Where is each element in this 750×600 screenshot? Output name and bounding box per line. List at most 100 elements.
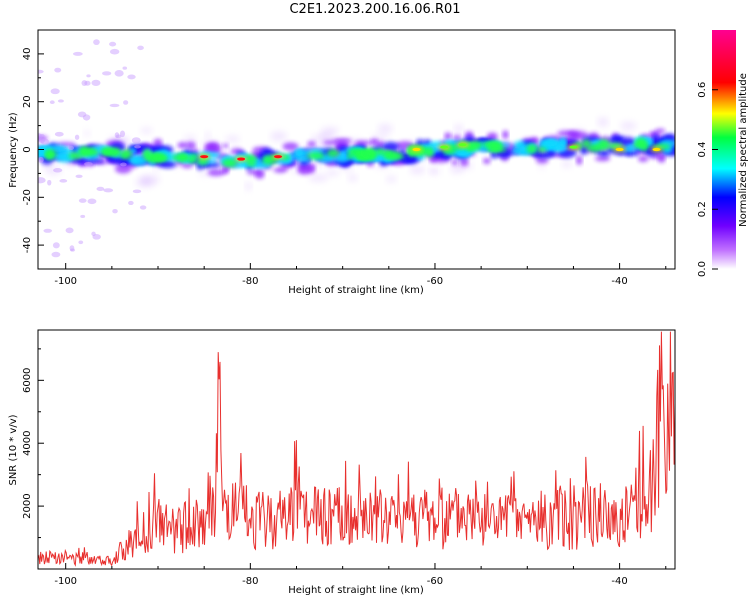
spectral-blob	[464, 135, 475, 145]
spectral-blob	[451, 160, 458, 166]
spectral-blob	[222, 158, 238, 168]
spectral-blob	[450, 167, 464, 174]
spectral-blob	[197, 157, 209, 166]
spectral-blob	[122, 149, 132, 159]
noise-speck	[75, 174, 83, 178]
snr-x-axis: -100 -80 -60 -40	[54, 563, 667, 587]
spectral-blob	[130, 155, 148, 166]
spectral-blob	[86, 158, 105, 163]
spectral-blob	[385, 153, 405, 160]
noise-speck	[77, 111, 87, 118]
noise-speck	[53, 168, 63, 173]
spectral-blob	[79, 146, 88, 157]
noise-speck	[134, 145, 141, 149]
spectral-blob	[153, 138, 163, 149]
spectral-blob	[306, 148, 327, 154]
spectral-blob	[307, 141, 316, 147]
spectral-blob	[225, 135, 240, 143]
spectral-blob	[399, 148, 406, 155]
noise-speck	[38, 137, 45, 144]
noise-speck	[131, 137, 141, 144]
noise-speck	[109, 41, 117, 47]
spectral-blob	[471, 141, 483, 149]
spectral-blob	[326, 149, 340, 157]
spectral-blob	[245, 181, 253, 191]
spectral-blob	[594, 155, 611, 162]
noise-speck	[132, 189, 142, 194]
noise-speck	[72, 51, 83, 56]
noise-speck	[65, 227, 74, 234]
x-tick-label: -100	[54, 576, 77, 587]
colorbar-tick-label: 0.2	[697, 201, 708, 217]
noise-speck	[80, 214, 86, 218]
spectral-blob	[637, 156, 649, 162]
spectral-blob	[299, 155, 311, 162]
spectral-blob	[535, 157, 549, 164]
colorbar-axis: 0.0 0.2 0.4 0.6	[697, 82, 718, 277]
noise-speck	[127, 74, 136, 80]
spectral-peak	[458, 143, 467, 147]
spectral-blob	[172, 153, 191, 162]
spectral-blob	[409, 165, 426, 175]
spectral-blob	[140, 127, 153, 134]
spectral-blob	[254, 169, 265, 179]
spectral-blob	[620, 121, 637, 130]
spectral-blob	[323, 140, 339, 145]
noise-speck	[120, 162, 127, 167]
spectral-blob	[281, 154, 290, 161]
noise-speck	[91, 79, 101, 87]
spectral-blob	[519, 146, 526, 153]
spectral-blob	[454, 124, 464, 134]
spectral-blob	[308, 174, 329, 182]
spectral-blob	[377, 150, 391, 155]
x-tick-label: -60	[427, 276, 443, 287]
spectral-blob	[326, 169, 340, 176]
spectral-blob	[246, 160, 256, 167]
x-tick-label: -40	[611, 576, 627, 587]
noise-speck	[52, 242, 60, 249]
y-tick-label: 20	[22, 95, 33, 108]
x-tick-label: -100	[54, 276, 77, 287]
snr-series-line	[38, 331, 675, 567]
noise-speck	[74, 134, 80, 140]
spectral-peak	[440, 145, 449, 149]
spectral-blob	[204, 132, 211, 139]
spectral-blob	[245, 154, 257, 164]
spectral-blob	[181, 162, 194, 169]
noise-speck	[139, 205, 147, 210]
spectral-blob	[297, 165, 312, 175]
spectral-blob	[655, 128, 666, 134]
spectral-blob	[502, 130, 509, 140]
noise-speck	[123, 100, 129, 105]
spectral-peak	[237, 157, 246, 161]
spectral-blob	[104, 150, 119, 155]
y-tick-label: -40	[22, 237, 33, 253]
spectral-blob	[186, 141, 196, 150]
spectral-blob	[536, 147, 547, 153]
colorbar-label: Normalized spectral amplitude	[738, 73, 749, 227]
spectral-blob	[153, 154, 169, 162]
spectral-blob	[526, 144, 538, 154]
spectral-blob	[663, 133, 675, 142]
noise-speck	[122, 66, 128, 70]
y-tick-label: 2000	[22, 493, 33, 518]
spectral-blob	[207, 169, 225, 177]
noise-speck	[103, 188, 114, 193]
y-tick-label: 4000	[22, 430, 33, 455]
noise-speck	[38, 69, 44, 74]
noise-speck	[112, 208, 118, 214]
spectral-blob	[597, 117, 609, 127]
spectral-blob	[539, 139, 558, 147]
noise-speck	[43, 228, 53, 233]
spectral-blob	[355, 140, 375, 145]
y-tick-label: 40	[22, 48, 33, 61]
noise-speck	[39, 133, 45, 138]
noise-speck	[92, 234, 101, 240]
spectral-blob	[295, 149, 304, 157]
spectral-blob	[347, 174, 358, 182]
colorbar-tick-label: 0.0	[697, 261, 708, 277]
noise-speck	[78, 240, 84, 245]
snr-y-label: SNR (10 * v/v)	[8, 414, 19, 485]
x-tick-label: -80	[242, 576, 258, 587]
